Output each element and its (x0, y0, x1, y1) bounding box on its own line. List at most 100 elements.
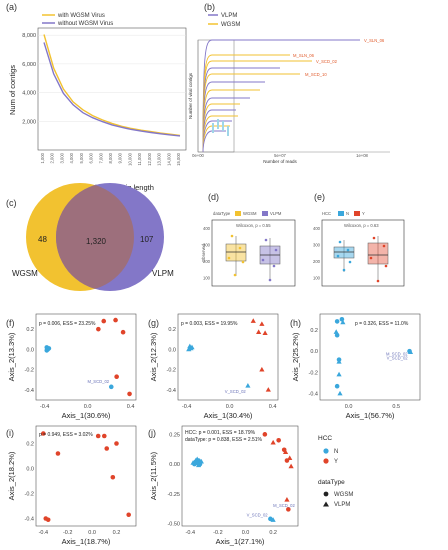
box-point-e-9 (376, 279, 380, 283)
panel-h: (h) 0.0 0.5 0.2 0.0 -0.2 -0.4 M_SCD_02V_SCD_02… (290, 313, 421, 420)
venn-value-wgsm-only: 48 (38, 235, 47, 244)
y-axis-label-f: Axis_2(13.3%) (7, 332, 16, 381)
plot-frame-i (35, 425, 137, 527)
legend-label-vlpm-d: VLPM (270, 211, 282, 216)
scatter-point-i-content-4 (114, 441, 119, 446)
curve-label-m-sln-06: M_SLN_06 (293, 53, 315, 58)
point-label-g-content-0: V_SCD_02 (225, 389, 247, 394)
panel-letter-i: (i) (6, 428, 14, 438)
x-tick-label-a-4: 5,000 (79, 152, 84, 163)
point-label-j-content-1: M_SCD_02 (273, 503, 295, 508)
panel-letter-f: (f) (6, 318, 15, 328)
y-tick-label-g-content-0: 0.0 (168, 347, 176, 353)
y-tick-label-j-content-3: -0.50 (167, 522, 180, 528)
box-point-d-4 (233, 273, 237, 277)
x-tick-label-a-0: 1,000 (40, 152, 45, 163)
curve-label-v-sln-06: V_SLN_06 (364, 38, 385, 43)
highlight-marker-b-2 (222, 121, 224, 131)
y-tick-label-f-content-1: -0.2 (25, 368, 34, 374)
x-tick-label-j-content-3: 0.2 (269, 530, 277, 536)
y-tick-label-e-1: 200 (313, 259, 321, 264)
rarefaction-curve-7 (202, 97, 250, 153)
highlight-marker-b-1 (217, 119, 219, 129)
scatter-h: 0.0 0.5 0.2 0.0 -0.2 -0.4 M_SCD_02V_SCD_02 (309, 317, 414, 410)
annotation-h: p = 0.326, ESS = 11.0% (355, 321, 409, 327)
x-tick-label-a-5: 6,000 (89, 152, 94, 163)
x-tick-label-f-content-1: 0.0 (84, 404, 92, 410)
y-tick-label-a-3: 8,000 (22, 33, 36, 39)
box-wgsm-d (225, 236, 247, 276)
scatter-point-g-content-2 (186, 346, 192, 352)
scatter-point-g-content-5 (250, 318, 256, 323)
x-ticks-a: 1,000 2,000 3,000 4,000 5,000 6,000 7,000 8,000… (40, 152, 181, 165)
x-axis-label-j: Axis_1(27.1%) (216, 537, 265, 546)
x-tick-label-a-9: 10,000 (127, 152, 132, 165)
x-tick-label-i-content-1: -0.2 (63, 530, 72, 536)
panel-letter-h: (h) (290, 318, 301, 328)
legend-label-without-wgsm: without WGSM Virus (57, 21, 113, 27)
rarefaction-curve-2 (202, 60, 312, 153)
scatter-point-h-content-7 (333, 329, 339, 334)
scatter-point-j-content-19 (288, 463, 294, 469)
legend-swatch-n-e (338, 211, 344, 216)
scatter-point-h-content-11 (407, 349, 414, 355)
highlight-marker-b-3 (227, 126, 229, 136)
box-point-d-6 (274, 248, 278, 252)
y-tick-label-a-2: 6,000 (22, 62, 36, 68)
scatter-point-j-content-13 (276, 437, 281, 443)
panel-letter-e: (e) (314, 192, 325, 202)
legend-label-y-e: Y (362, 211, 365, 216)
y-tick-label-j-content-1: 0.00 (169, 462, 180, 468)
scatter-point-f-content-9 (114, 374, 119, 380)
annotation-i: p = 0.949, ESS = 3.02% (39, 432, 93, 438)
x-axis-label-b: Number of reads (263, 159, 297, 164)
scatter-point-h-content-8 (336, 358, 342, 364)
x-tick-label-a-3: 4,000 (69, 152, 74, 163)
scatter-i: -0.4 -0.2 0.0 0.2 0.2 0.0 -0.2 -0.4 (25, 431, 131, 536)
x-axis-label-h: Axis_1(56.7%) (346, 411, 395, 420)
legend-label-wgsm-d: WGSM (243, 211, 257, 216)
box-point-d-1 (238, 246, 242, 250)
y-ticks-e: 100 200 300 400 (313, 226, 321, 281)
legend-swatch-y-e (354, 211, 360, 216)
panel-a: (a) 2,000 4,000 6,000 8,000 1,000 2,000 3,000… (6, 2, 187, 192)
legend-label-hcc-y: Y (334, 459, 338, 465)
scatter-point-h-content-9 (336, 371, 342, 377)
x-tick-b-1: 5e+07 (274, 153, 286, 158)
scatter-point-g-content-6 (259, 321, 265, 326)
plot-frame-j (181, 425, 299, 527)
scatter-point-h-content-0 (334, 319, 340, 324)
scatter-point-j-content-11 (270, 517, 276, 522)
y-axis-label-a: Num of contigs (8, 65, 17, 115)
y-tick-label-h-content-1: 0.0 (310, 349, 318, 355)
box-point-d-0 (230, 234, 234, 238)
legend-dot-hcc-y (323, 458, 329, 464)
x-tick-b-0: 0e+00 (192, 153, 204, 158)
y-axis-label-i: Axis_2(18.2%) (7, 451, 16, 500)
rarefaction-curves-b (202, 39, 360, 153)
scatter-point-i-content-1 (55, 451, 61, 456)
x-tick-label-g-content-1: 0.0 (226, 404, 234, 410)
x-tick-label-g-content-2: 0.4 (269, 404, 277, 410)
x-tick-label-a-11: 12,000 (147, 152, 152, 165)
y-axis-label-d: Observed (201, 243, 206, 262)
panel-e: (e) HCC N Y Wilcoxon, p = 0.63 100 200 300… (313, 192, 405, 287)
panel-letter-c: (c) (6, 198, 17, 208)
scatter-point-j-content-17 (282, 449, 289, 454)
y-tick-label-g-content-1: -0.2 (167, 368, 176, 374)
x-tick-label-i-content-3: 0.2 (113, 530, 121, 536)
scatter-point-g-content-8 (262, 330, 268, 336)
x-tick-label-a-1: 2,000 (50, 152, 55, 163)
box-point-d-3 (241, 260, 245, 264)
plot-frame-a (37, 27, 187, 151)
y-tick-label-i-content-0: 0.2 (26, 442, 34, 448)
y-tick-label-e-2: 300 (313, 242, 321, 247)
curve-label-m-scd-10: M_SCD_10 (305, 72, 327, 77)
box-point-e-2 (336, 254, 340, 258)
legend-datatype: dataType WGSM VLPM (318, 479, 353, 508)
annotation-g: p = 0.003, ESS = 19.95% (181, 321, 238, 327)
x-tick-label-a-8: 9,000 (118, 152, 123, 163)
y-ticks-a: 2,000 4,000 6,000 8,000 (22, 33, 36, 125)
gridlines-a (38, 34, 186, 122)
scatter-point-g-content-3 (189, 344, 195, 350)
